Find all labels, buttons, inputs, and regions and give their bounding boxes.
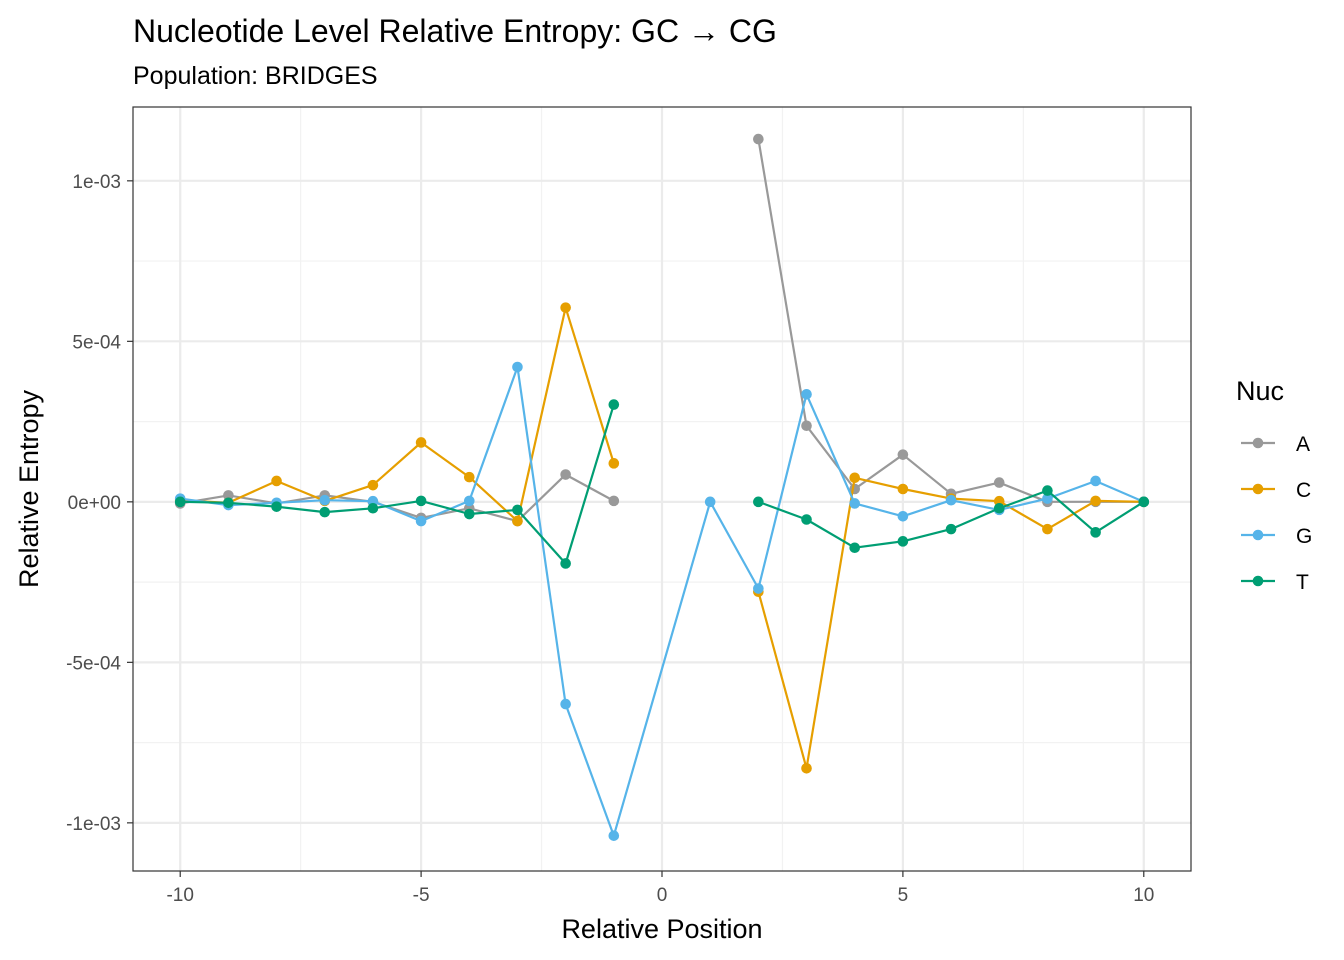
- data-point-A: [897, 449, 909, 460]
- legend-point: [1252, 575, 1264, 587]
- data-point-T: [367, 502, 379, 514]
- y-tick-label: -5e-04: [66, 653, 121, 674]
- y-axis-title: Relative Entropy: [14, 389, 44, 588]
- data-point-T: [223, 497, 234, 509]
- data-point-T: [801, 514, 812, 525]
- y-tick-label: -1e-03: [66, 814, 121, 835]
- series-layer: [174, 133, 1150, 841]
- x-tick-label: 5: [898, 885, 909, 906]
- data-point-A: [993, 477, 1005, 488]
- data-point-G: [415, 515, 427, 527]
- legend-point: [1252, 483, 1264, 495]
- data-point-G: [1090, 475, 1101, 487]
- data-point-C: [271, 475, 282, 487]
- plot-panel: [132, 106, 1192, 872]
- legend-title: Nuc: [1236, 376, 1284, 406]
- data-point-T: [993, 502, 1005, 514]
- y-tick-label: 0e+00: [68, 493, 121, 514]
- legend-label: A: [1296, 433, 1310, 456]
- data-point-G: [849, 498, 861, 509]
- y-axis: -1e-03 -5e-04 0e+00 5e-04 1e-03: [66, 172, 133, 835]
- x-tick-label: 0: [657, 885, 668, 906]
- data-point-G: [704, 496, 716, 508]
- legend-key-A: A: [1241, 433, 1310, 456]
- data-point-A: [801, 420, 812, 432]
- x-axis-title: Relative Position: [561, 914, 762, 944]
- data-point-T: [608, 399, 620, 410]
- data-point-T: [945, 523, 957, 535]
- legend-key-G: G: [1241, 525, 1312, 548]
- data-point-C: [801, 762, 812, 774]
- legend-label: T: [1296, 571, 1309, 594]
- data-point-C: [849, 472, 861, 484]
- series-line-C: [180, 306, 615, 523]
- data-point-T: [849, 542, 861, 554]
- data-point-G: [753, 583, 764, 594]
- data-point-C: [463, 471, 475, 483]
- x-tick-label: -5: [413, 885, 430, 906]
- series-line-A: [180, 473, 615, 523]
- data-point-T: [1138, 496, 1150, 508]
- data-point-G: [801, 389, 812, 400]
- series-line-T: [180, 404, 615, 565]
- data-point-C: [560, 302, 571, 313]
- data-point-T: [753, 496, 764, 508]
- legend-point: [1252, 437, 1264, 449]
- data-point-T: [1090, 527, 1101, 538]
- y-tick-label: 1e-03: [72, 172, 121, 193]
- data-point-T: [415, 495, 427, 507]
- data-point-G: [319, 494, 331, 506]
- data-point-C: [415, 437, 427, 448]
- legend-label: C: [1296, 479, 1311, 502]
- data-point-G: [608, 830, 620, 841]
- legend-key-C: C: [1241, 479, 1311, 502]
- data-point-T: [271, 501, 282, 512]
- data-point-T: [897, 536, 909, 547]
- data-point-A: [223, 490, 234, 501]
- data-point-T: [174, 496, 186, 508]
- x-tick-label: 10: [1133, 885, 1154, 906]
- data-point-T: [560, 558, 571, 569]
- data-point-G: [897, 510, 909, 522]
- data-point-C: [608, 458, 620, 469]
- data-point-T: [463, 508, 475, 520]
- data-point-C: [1090, 495, 1101, 507]
- data-point-C: [897, 483, 909, 495]
- data-point-G: [512, 361, 523, 373]
- series-T: [174, 399, 1150, 569]
- data-point-A: [560, 469, 571, 480]
- data-point-A: [608, 495, 620, 507]
- legend-label: G: [1296, 525, 1312, 548]
- data-point-T: [319, 506, 331, 518]
- data-point-G: [1042, 493, 1053, 504]
- x-tick-label: -10: [166, 885, 193, 906]
- series-line-G: [180, 365, 1145, 837]
- data-point-C: [1042, 523, 1053, 535]
- data-point-T: [1042, 485, 1053, 496]
- data-point-A: [753, 133, 764, 145]
- y-tick-label: 5e-04: [72, 332, 121, 353]
- legend-point: [1252, 529, 1264, 541]
- data-point-C: [367, 479, 379, 491]
- chart-subtitle: Population: BRIDGES: [133, 62, 378, 90]
- data-point-G: [945, 494, 957, 506]
- legend-key-T: T: [1241, 571, 1309, 594]
- data-point-G: [560, 698, 571, 710]
- chart-title: Nucleotide Level Relative Entropy: GC → …: [133, 13, 777, 49]
- data-point-G: [463, 495, 475, 507]
- data-point-C: [512, 515, 523, 527]
- x-axis: -10 -5 0 5 10: [166, 871, 1154, 906]
- data-point-T: [512, 504, 523, 516]
